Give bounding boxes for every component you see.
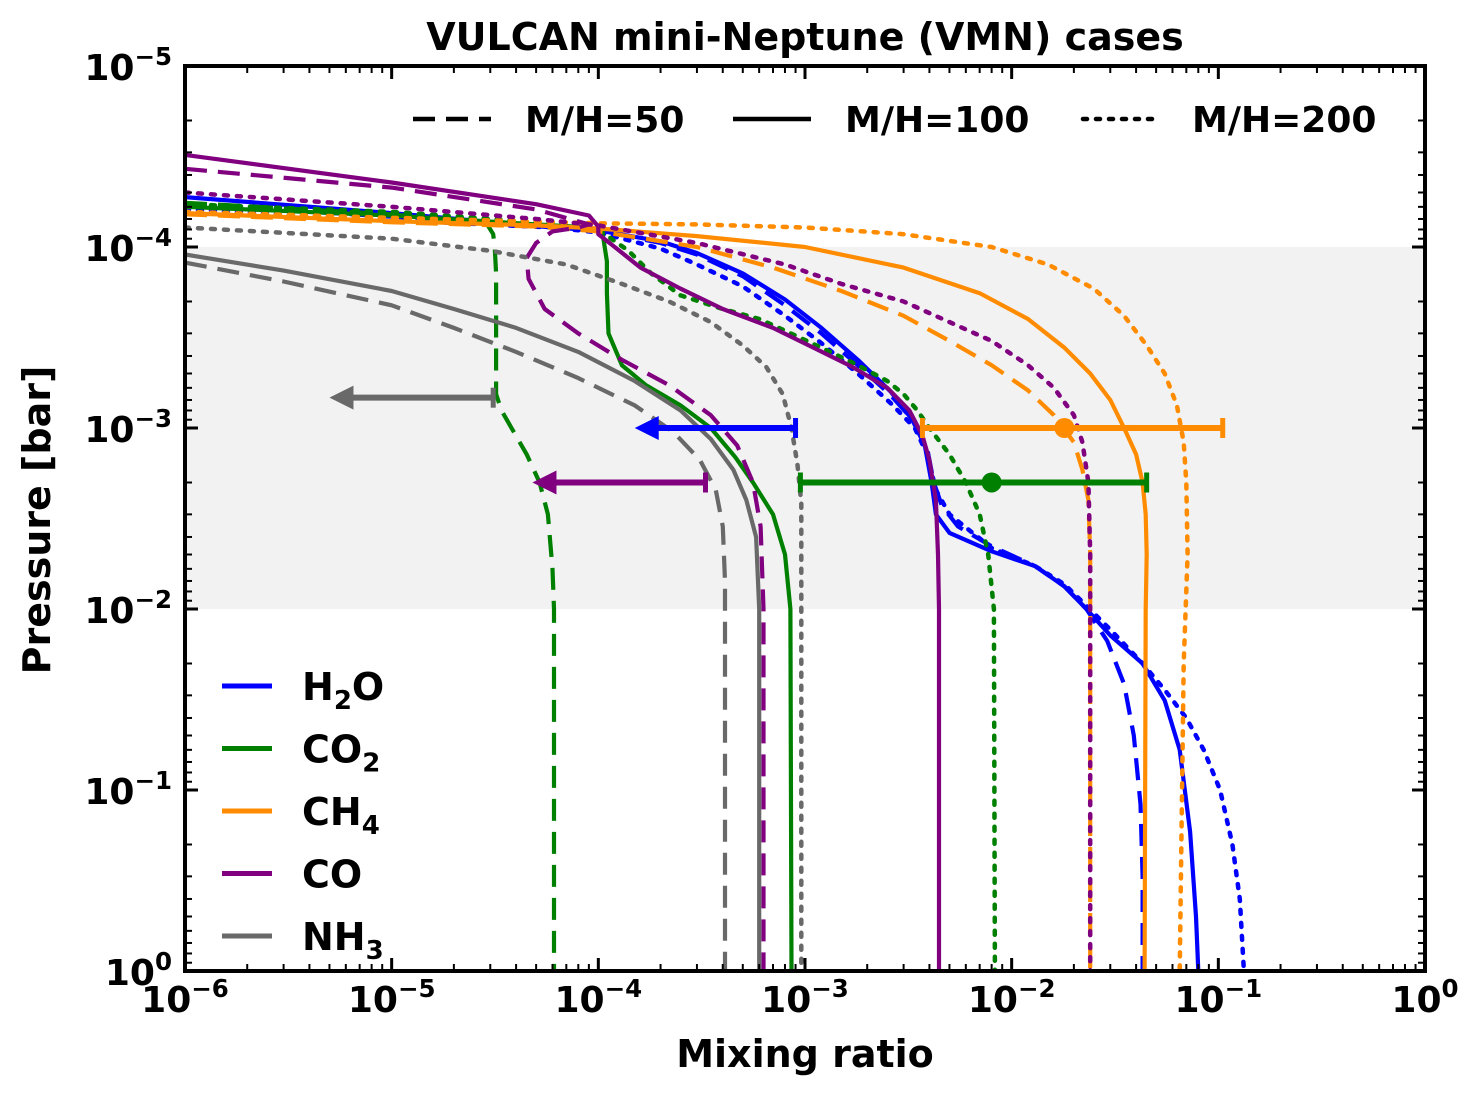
- x-tick-label: 10−1: [1175, 974, 1263, 1021]
- y-tick-label: 10−2: [84, 585, 172, 632]
- obs-nh3-limit-arrow: [329, 385, 354, 410]
- series-line-co2-50: [185, 200, 557, 971]
- series-line-ch4-200: [185, 209, 1190, 971]
- y-tick-label: 100: [105, 947, 172, 994]
- obs-co2-marker: [981, 472, 1002, 493]
- x-tick-label: 10−2: [968, 974, 1056, 1021]
- obs-co-limit-arrow: [532, 470, 557, 495]
- species-legend-label: CO2: [302, 728, 380, 779]
- series-layer: [185, 152, 1247, 971]
- y-tick-label: 10−1: [84, 766, 172, 813]
- series-line-co2-200: [185, 201, 998, 971]
- series-line-co-100: [185, 152, 942, 971]
- x-tick-label: 10−3: [761, 974, 849, 1021]
- observation-layer: [329, 385, 1226, 495]
- x-tick-label: 100: [1391, 974, 1458, 1021]
- species-legend: H2O CO2 CH4 CO NH3: [222, 665, 384, 966]
- obs-h2o-limit-arrow: [634, 416, 659, 440]
- series-line-nh3-200: [185, 225, 804, 971]
- x-tick-label: 10−5: [348, 974, 436, 1021]
- y-tick-label: 10−4: [84, 223, 172, 270]
- series-line-nh3-100: [185, 252, 762, 971]
- x-tick-label: 10−6: [141, 974, 229, 1021]
- series-line-co-200: [185, 190, 1093, 971]
- y-axis-label: Pressure [bar]: [15, 366, 59, 675]
- x-tick-label: 10−4: [555, 974, 643, 1021]
- y-tick-label: 10−3: [84, 404, 172, 451]
- species-legend-label: H2O: [302, 665, 384, 716]
- chart-title: VULCAN mini-Neptune (VMN) cases: [426, 15, 1184, 59]
- x-tick-labels: 10−6 10−5 10−4 10−3 10−2 10−1 100: [141, 974, 1458, 1021]
- series-line-h2o-200: [185, 207, 1247, 971]
- x-axis-label: Mixing ratio: [676, 1032, 934, 1076]
- style-legend-label: M/H=200: [1192, 100, 1376, 141]
- species-legend-label: CH4: [302, 790, 380, 841]
- tick-layer: [183, 64, 1427, 973]
- species-legend-label: NH3: [302, 915, 384, 966]
- series-line-nh3-50: [185, 260, 728, 971]
- shaded-band: [185, 247, 1425, 609]
- y-tick-labels: 10−5 10−4 10−3 10−2 10−1 100: [84, 42, 172, 994]
- species-legend-label: CO: [302, 853, 362, 897]
- shaded-band-layer: [185, 247, 1425, 609]
- y-tick-label: 10−5: [84, 42, 172, 89]
- style-legend-label: M/H=50: [525, 100, 684, 141]
- style-legend-label: M/H=100: [845, 100, 1029, 141]
- style-legend: M/H=50 M/H=100 M/H=200: [413, 100, 1376, 141]
- obs-ch4-marker: [1054, 418, 1075, 438]
